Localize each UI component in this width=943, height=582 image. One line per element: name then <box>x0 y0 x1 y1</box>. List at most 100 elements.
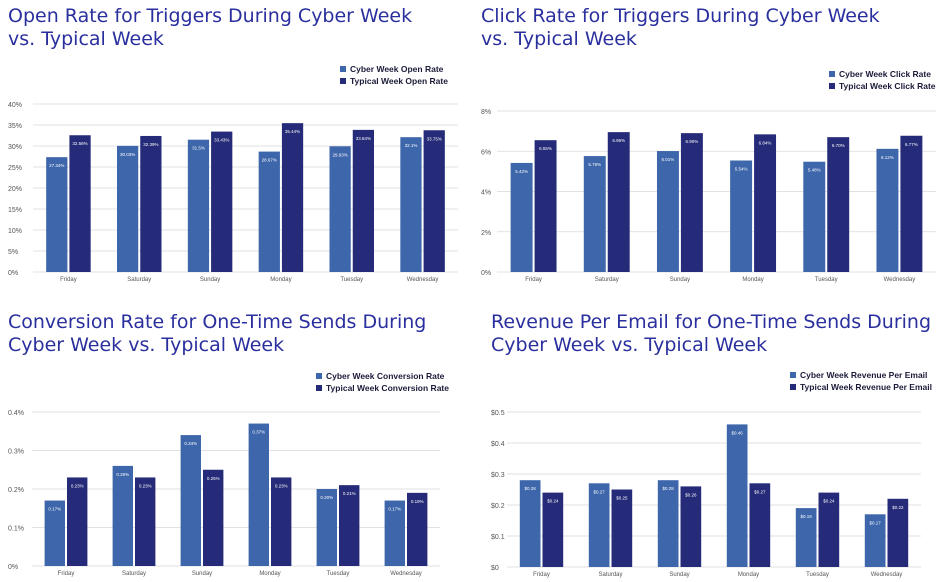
chart-title: Conversion Rate for One-Time Sends Durin… <box>8 311 427 356</box>
bar <box>271 477 292 566</box>
x-tick-label: Friday <box>525 277 542 283</box>
data-label: $0.24 <box>547 499 559 504</box>
y-tick-label: 0.3% <box>8 449 24 456</box>
data-label: 27.34% <box>49 163 64 168</box>
x-tick-label: Saturday <box>595 277 619 283</box>
data-label: 32.56% <box>72 141 87 146</box>
bar <box>887 498 909 567</box>
x-tick-label: Saturday <box>127 277 151 283</box>
bar <box>407 492 428 566</box>
y-tick-label: 0% <box>8 564 18 571</box>
x-tick-label: Wednesday <box>407 277 439 283</box>
data-label: 0.23% <box>139 483 152 488</box>
y-tick-label: 5% <box>8 249 18 256</box>
bar <box>248 423 269 566</box>
x-tick-label: Monday <box>270 277 291 283</box>
chart-panel-open-rate: Open Rate for Triggers During Cyber Week… <box>8 5 458 285</box>
data-label: $0.28 <box>525 486 537 491</box>
data-label: 0.23% <box>71 483 84 488</box>
x-tick-label: Sunday <box>669 572 689 578</box>
data-label: $0.46 <box>732 430 744 435</box>
chart-plot-area: 0% 5% 10% 15% 20% 25% 30% 35% 40% 27.34% 32.56% Fri… <box>8 102 458 283</box>
y-tick-label: 40% <box>8 102 22 109</box>
chart-legend: Cyber Week Click Rate Typical Week Click… <box>829 68 936 92</box>
bar <box>534 140 557 272</box>
legend-label: Cyber Week Revenue Per Email <box>800 370 928 380</box>
bar <box>607 132 630 272</box>
legend-label: Cyber Week Click Rate <box>839 69 931 79</box>
data-label: 0.21% <box>343 491 356 496</box>
bar <box>352 129 374 272</box>
bar <box>187 139 210 272</box>
data-label: 0.17% <box>388 507 401 512</box>
bar <box>423 130 445 272</box>
chart-title: Open Rate for Triggers During Cyber Week… <box>8 5 413 50</box>
x-tick-label: Sunday <box>670 277 690 283</box>
data-label: 33.84% <box>356 136 371 141</box>
chart-legend: Cyber Week Conversion Rate Typical Week … <box>316 370 449 394</box>
x-tick-label: Saturday <box>598 572 622 578</box>
bar <box>656 151 679 272</box>
chart-legend: Cyber Week Open Rate Typical Week Open R… <box>340 63 448 87</box>
legend-item-cyber: Cyber Week Click Rate <box>829 68 936 80</box>
data-label: 0.23% <box>275 483 288 488</box>
data-label: 32.1% <box>405 143 418 148</box>
data-label: 6.90% <box>686 139 699 144</box>
bar <box>900 135 923 272</box>
legend-swatch-cyber <box>316 373 322 379</box>
legend-label: Cyber Week Conversion Rate <box>326 371 445 381</box>
y-tick-label: 15% <box>8 207 22 214</box>
bar <box>749 483 771 567</box>
bar <box>827 137 850 272</box>
y-tick-label: $0.5 <box>491 410 505 417</box>
bar <box>680 133 703 272</box>
x-tick-label: Sunday <box>200 277 220 283</box>
y-tick-label: 6% <box>481 149 491 156</box>
bar <box>588 483 610 567</box>
x-tick-label: Wednesday <box>884 277 916 283</box>
x-tick-label: Wednesday <box>390 571 422 577</box>
legend-item-cyber: Cyber Week Open Rate <box>340 63 448 75</box>
y-tick-label: 0.2% <box>8 487 24 494</box>
bar <box>211 131 233 272</box>
data-label: $0.24 <box>823 499 835 504</box>
data-label: $0.27 <box>754 489 766 494</box>
chart-panel-revenue-per-email: Revenue Per Email for One-Time Sends Dur… <box>491 311 936 579</box>
legend-item-typical: Typical Week Click Rate <box>829 80 936 92</box>
x-tick-label: Sunday <box>192 571 212 577</box>
y-tick-label: $0.4 <box>491 441 505 448</box>
legend-item-typical: Typical Week Conversion Rate <box>316 382 449 394</box>
y-tick-label: 35% <box>8 123 22 130</box>
bar <box>583 156 606 272</box>
bar <box>730 160 753 272</box>
data-label: 6.77% <box>905 142 918 147</box>
bar <box>400 137 422 272</box>
bar <box>316 489 337 566</box>
bar <box>258 151 280 272</box>
data-label: $0.19 <box>801 514 813 519</box>
x-tick-label: Friday <box>60 277 77 283</box>
data-label: 0.20% <box>320 495 333 500</box>
bar <box>818 492 840 567</box>
data-label: 6.95% <box>612 138 625 143</box>
bar <box>117 145 139 272</box>
data-label: 5.54% <box>735 167 748 172</box>
legend-swatch-typical <box>316 385 322 391</box>
bar <box>876 148 899 272</box>
bar <box>112 465 133 566</box>
data-label: $0.25 <box>616 496 628 501</box>
y-tick-label: $0 <box>491 565 499 572</box>
y-tick-label: $0.1 <box>491 534 505 541</box>
y-tick-label: 0.4% <box>8 410 24 417</box>
data-label: 29.93% <box>332 152 347 157</box>
x-tick-label: Friday <box>58 571 75 577</box>
bar <box>864 514 886 567</box>
legend-swatch-typical <box>790 384 796 390</box>
bar <box>611 489 633 567</box>
bar <box>754 134 777 272</box>
y-tick-label: 30% <box>8 144 22 151</box>
legend-label: Typical Week Conversion Rate <box>326 383 449 393</box>
chart-title: Revenue Per Email for One-Time Sends Dur… <box>491 311 932 356</box>
legend-item-typical: Typical Week Open Rate <box>340 75 448 87</box>
legend-label: Typical Week Click Rate <box>839 81 936 91</box>
